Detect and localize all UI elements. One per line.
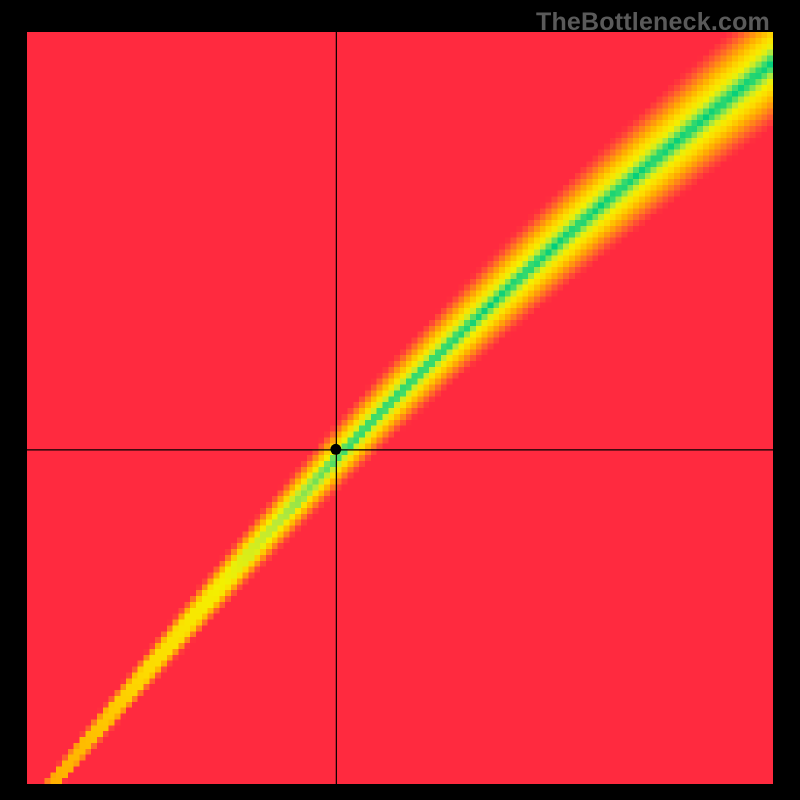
watermark-text: TheBottleneck.com [536, 8, 770, 37]
crosshair-overlay [27, 32, 773, 784]
chart-frame: TheBottleneck.com [0, 0, 800, 800]
